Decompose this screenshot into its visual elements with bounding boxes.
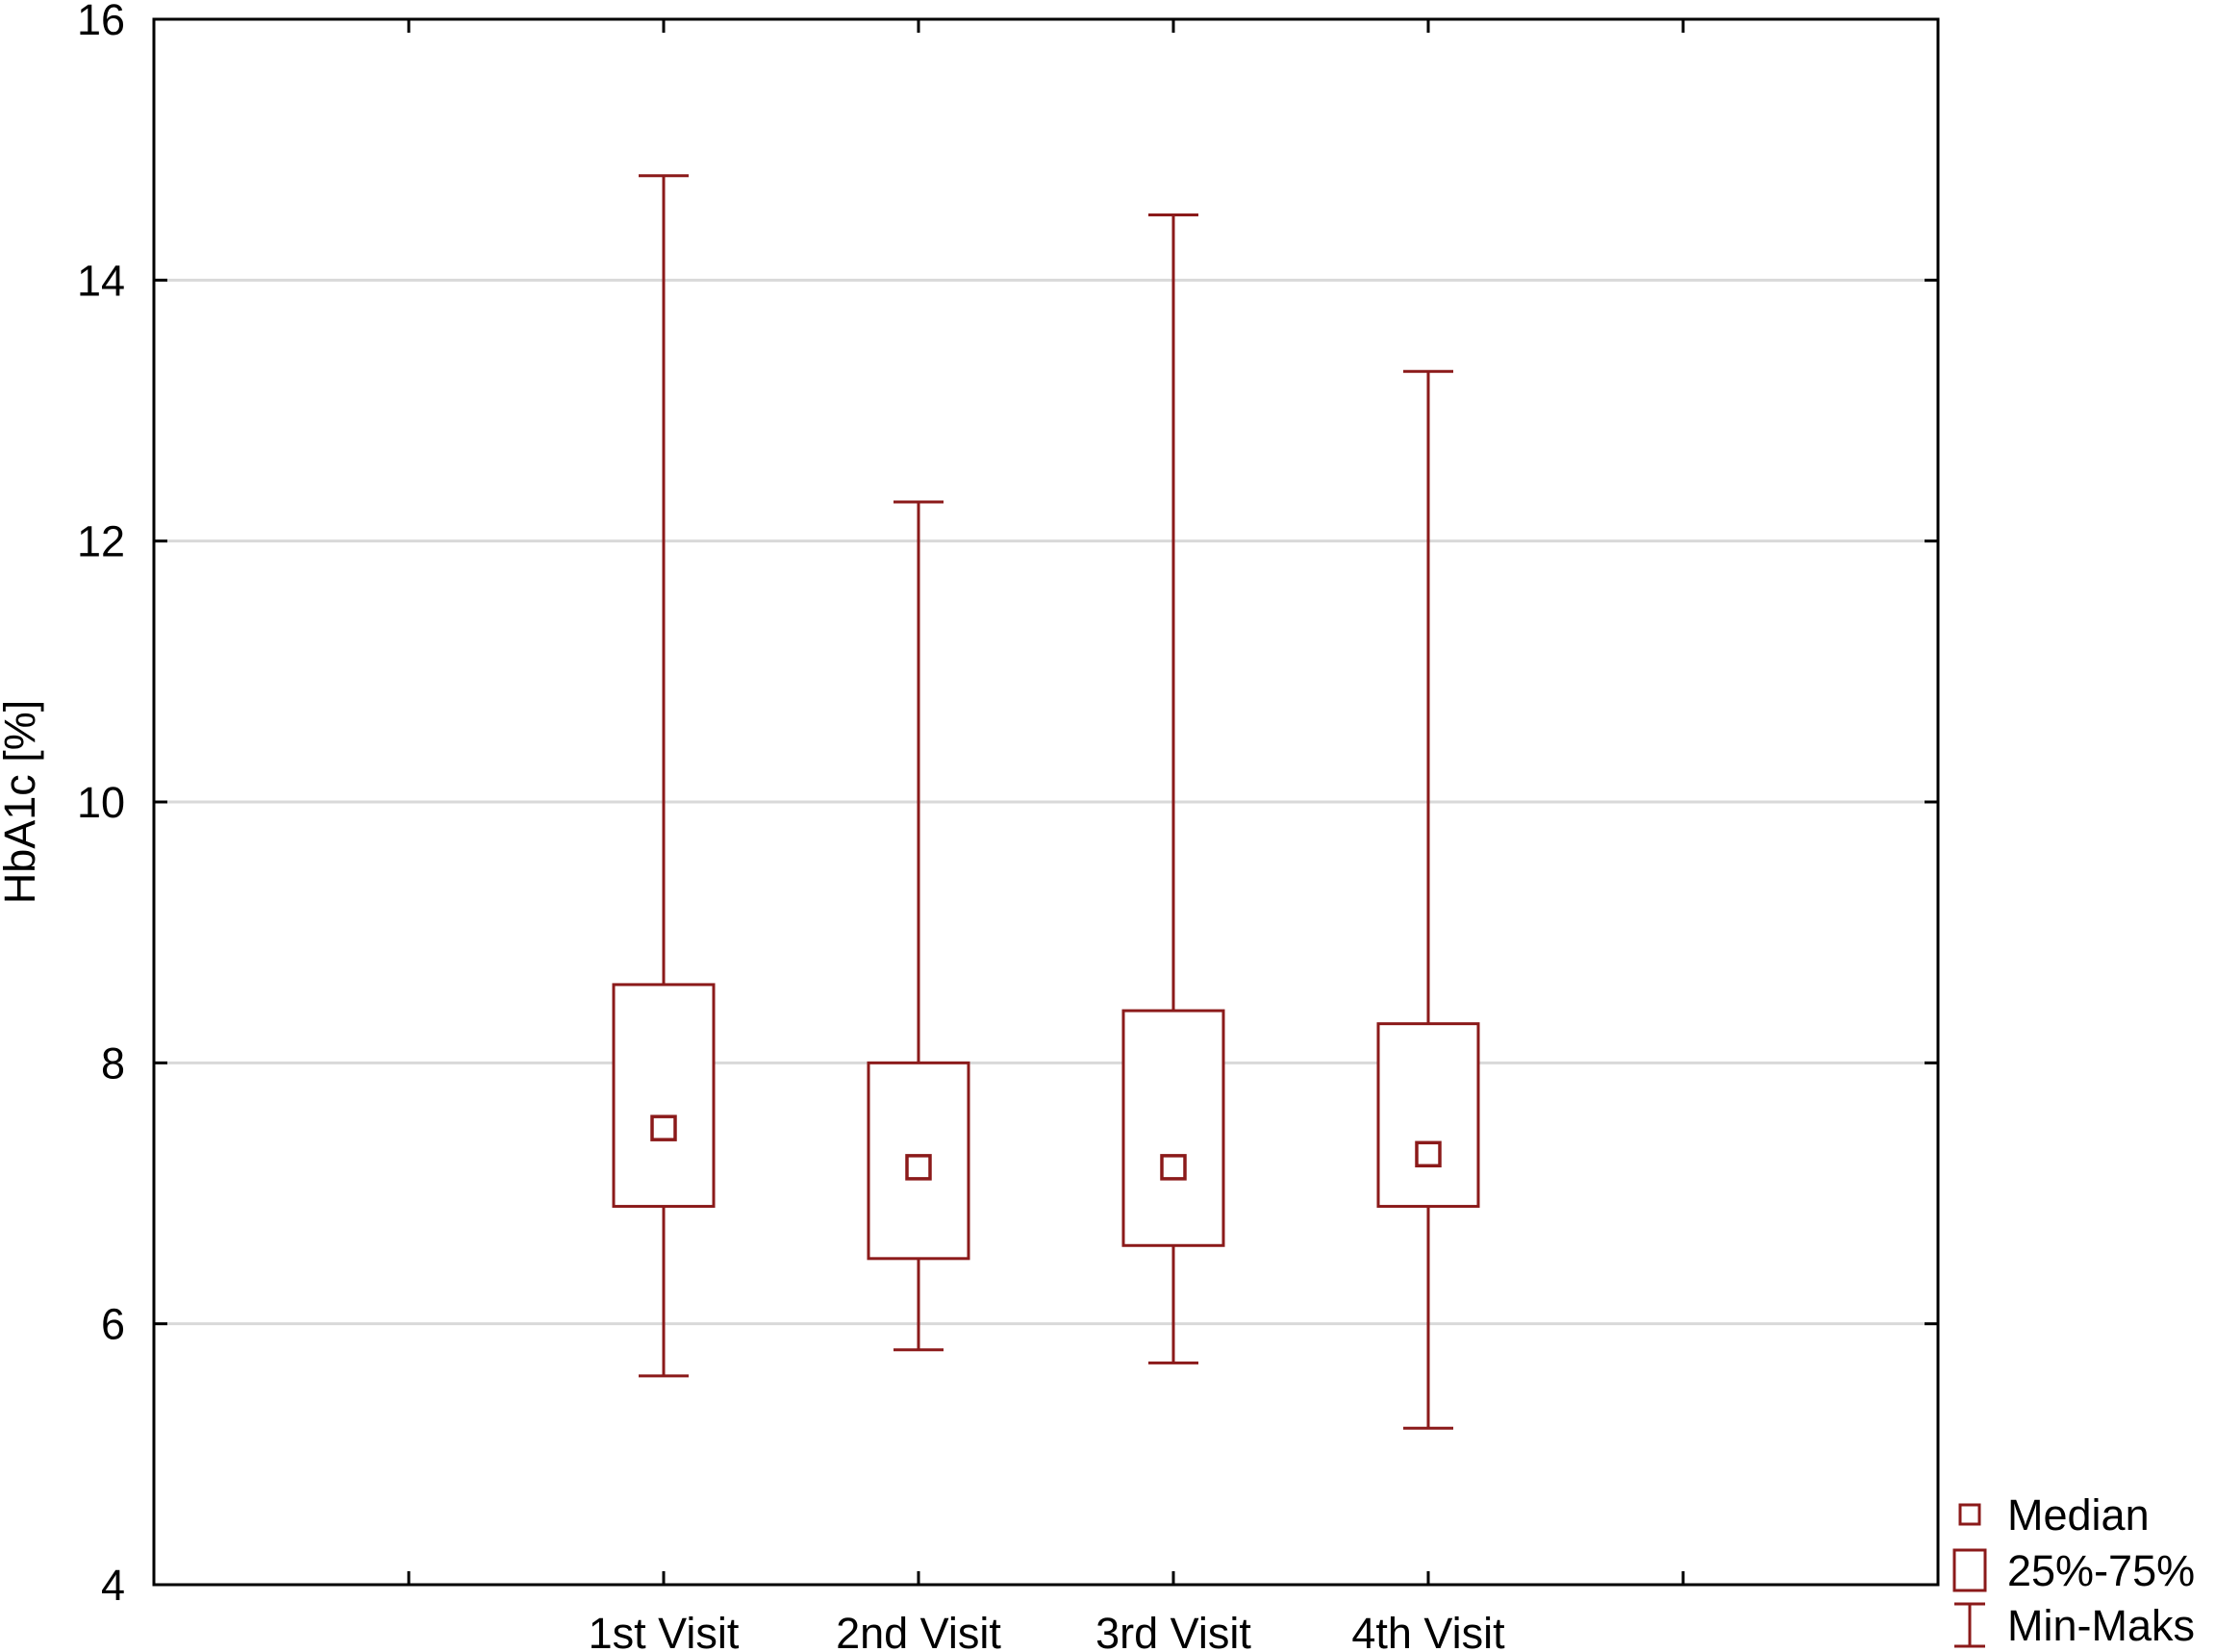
boxes <box>612 174 1480 1430</box>
box-group <box>1376 369 1480 1430</box>
y-axis-title: HbA1c [%] <box>0 700 44 905</box>
y-tick-label: 14 <box>77 256 125 305</box>
y-tick-labels: 4 6 8 10 12 14 16 <box>77 0 125 1610</box>
median-marker <box>650 1114 677 1141</box>
y-tick-label: 6 <box>101 1300 125 1349</box>
iqr-box <box>612 983 716 1209</box>
box-group <box>612 174 716 1378</box>
plot-frame <box>152 17 1940 1587</box>
box-group <box>867 500 970 1352</box>
x-tick-label: 1st Visit <box>589 1609 740 1652</box>
x-tick-label: 3rd Visit <box>1095 1609 1251 1652</box>
iqr-box <box>1376 1022 1480 1209</box>
median-marker <box>905 1154 932 1181</box>
y-tick-label: 8 <box>101 1039 125 1088</box>
legend-median-symbol <box>1958 1503 1981 1526</box>
y-tick-label: 16 <box>77 0 125 44</box>
legend-label: 25%-75% <box>2007 1546 2195 1595</box>
legend: Median 25%-75% Min-Maks <box>1952 1490 2195 1650</box>
legend-label: Min-Maks <box>2007 1601 2195 1650</box>
y-tick-label: 12 <box>77 517 125 566</box>
x-tick-label: 2nd Visit <box>836 1609 1001 1652</box>
gridlines <box>154 278 1938 1326</box>
median-marker <box>1415 1140 1442 1168</box>
iqr-box <box>1121 1009 1225 1247</box>
legend-label: Median <box>2007 1490 2150 1539</box>
box-group <box>1121 213 1225 1364</box>
legend-box-symbol <box>1952 1548 1987 1592</box>
y-tick-label: 10 <box>77 778 125 827</box>
y-tick-label: 4 <box>101 1561 125 1610</box>
x-tick-labels: 1st Visit 2nd Visit 3rd Visit 4th Visit <box>589 1609 1505 1652</box>
x-tick-label: 4th Visit <box>1351 1609 1505 1652</box>
median-marker <box>1160 1154 1187 1181</box>
